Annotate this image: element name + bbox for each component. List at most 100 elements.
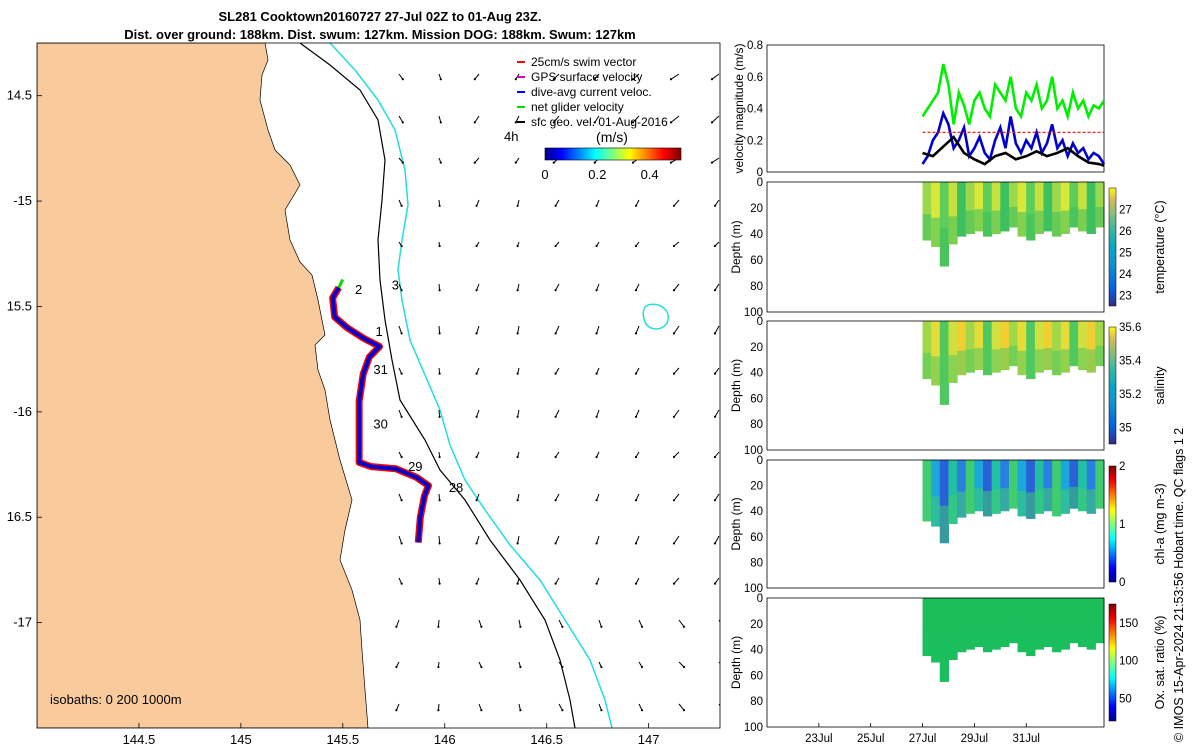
- geo-velocity-arrowhead: [395, 709, 398, 712]
- geo-velocity-arrow: [553, 73, 560, 80]
- depth-colorbar-tick-label: 27: [1119, 204, 1132, 216]
- depth-profile-deep: [1078, 488, 1088, 512]
- geo-velocity-arrow: [398, 535, 403, 544]
- geo-velocity-arrowhead: [634, 244, 638, 248]
- depth-profile-deep: [1086, 489, 1096, 514]
- map-x-tick-label: 147: [638, 732, 660, 747]
- depth-profile-column: [1052, 460, 1062, 517]
- geo-velocity-arrow: [714, 199, 720, 207]
- geo-velocity-arrow: [635, 409, 640, 418]
- geo-velocity-arrowhead: [516, 582, 519, 585]
- geo-velocity-arrowhead: [514, 78, 517, 81]
- geo-velocity-arrow: [596, 283, 600, 291]
- depth-profile-column: [1034, 598, 1045, 650]
- depth-profile-column: [1060, 460, 1070, 514]
- isobath-label: isobaths: 0 200 1000m: [50, 692, 182, 707]
- geo-velocity-arrow: [438, 535, 441, 544]
- land: [37, 43, 369, 728]
- geo-velocity-arrowhead: [713, 204, 717, 207]
- geo-velocity-arrow: [673, 577, 680, 584]
- geo-velocity-arrow: [398, 115, 404, 123]
- geo-velocity-arrowhead: [595, 204, 598, 207]
- depth-profile-deep: [991, 349, 1001, 373]
- depth-profile-deep: [965, 489, 975, 514]
- depth-profile-column: [1060, 598, 1070, 650]
- legend-entry: net glider velocity: [531, 100, 624, 114]
- depth-panel-1: 0 20 40 60 80 100 Depth (m) 23 24 25 26 27 temperatu…: [729, 177, 1167, 319]
- depth-profile-column: [1034, 460, 1045, 514]
- map-x-tick-label: 146.5: [530, 732, 563, 747]
- depth-profile-column: [974, 321, 984, 371]
- geo-velocity-arrowhead: [710, 161, 714, 164]
- depth-profile-deep: [957, 212, 967, 237]
- geo-velocity-arrowhead: [438, 332, 441, 335]
- depth-profile-column: [1000, 460, 1010, 512]
- isobath-200m: [299, 43, 576, 728]
- geo-velocity-arrow: [517, 409, 520, 417]
- depth-tick-label: 40: [750, 645, 763, 657]
- geo-velocity-arrowhead: [516, 372, 519, 375]
- depth-profile-deep: [1086, 349, 1096, 373]
- depth-profile-deep: [931, 496, 941, 527]
- depth-profile-column: [948, 460, 958, 524]
- depth-profile-column: [991, 460, 1001, 514]
- geo-velocity-arrowhead: [552, 121, 555, 124]
- geo-velocity-arrowhead: [561, 665, 564, 669]
- geo-velocity-arrow: [678, 703, 685, 711]
- geo-velocity-arrow: [478, 703, 482, 711]
- geo-velocity-arrowhead: [475, 415, 478, 418]
- geo-velocity-arrow: [673, 451, 680, 458]
- geo-velocity-arrow: [517, 325, 520, 334]
- geo-velocity-arrow: [714, 325, 720, 334]
- map-y-tick-label: 15.5: [7, 298, 32, 313]
- depth-profile-deep: [991, 626, 1001, 650]
- depth-tick-label: 40: [750, 229, 763, 241]
- depth-profile-column: [965, 321, 975, 373]
- day-label: 2: [355, 282, 362, 297]
- geo-velocity-arrow: [438, 409, 441, 417]
- geo-velocity-arrow: [678, 619, 685, 628]
- map-y-tick-label: -16: [13, 404, 32, 419]
- depth-profile-deep: [1069, 622, 1079, 644]
- geo-velocity-arrow: [638, 703, 643, 711]
- depth-ylabel: Depth (m): [729, 359, 743, 412]
- depth-profile-deep: [1060, 210, 1070, 234]
- depth-profile-deep: [957, 350, 967, 376]
- depth-colorbar-label: temperature (°C): [1153, 200, 1167, 293]
- depth-ylabel: Depth (m): [729, 497, 743, 550]
- geo-velocity-arrowhead: [400, 582, 403, 585]
- geo-velocity-arrow: [598, 703, 602, 711]
- geo-velocity-arrow: [711, 115, 720, 123]
- geo-velocity-arrowhead: [554, 582, 557, 585]
- current-track: [330, 286, 431, 543]
- geo-velocity-arrow: [438, 325, 441, 334]
- depth-profile-column: [1095, 598, 1105, 644]
- geo-velocity-arrowhead: [713, 455, 717, 459]
- geo-velocity-arrow: [474, 73, 480, 80]
- depth-profile-column: [1043, 460, 1053, 512]
- geo-velocity-arrowhead: [713, 244, 717, 248]
- geo-velocity-arrowhead: [682, 665, 686, 669]
- depth-tick-label: 0: [757, 177, 763, 189]
- day-label: 1: [375, 324, 382, 339]
- depth-tick-label: 40: [750, 368, 763, 380]
- geo-velocity-arrow: [594, 73, 600, 80]
- geo-velocity-arrow: [711, 157, 720, 164]
- geo-velocity-arrowhead: [640, 709, 644, 712]
- depth-profile-column: [991, 182, 1001, 234]
- geo-velocity-arrowhead: [473, 161, 476, 164]
- geo-velocity-arrowhead: [595, 415, 598, 418]
- velocity-series-line: [921, 109, 1106, 165]
- depth-profile-deep: [939, 505, 949, 544]
- time-tick-label: 27Jul: [909, 733, 937, 745]
- geo-velocity-arrow: [476, 283, 480, 291]
- depth-profile-deep: [965, 349, 975, 373]
- depth-profile-deep: [1026, 214, 1036, 241]
- depth-profile-deep: [1000, 624, 1010, 648]
- depth-profile-deep: [1008, 345, 1019, 367]
- depth-profile-column: [1078, 321, 1088, 371]
- depth-profile-deep: [1060, 489, 1070, 514]
- legend-extra: 4h: [504, 129, 518, 144]
- geo-velocity-arrowhead: [438, 542, 441, 545]
- geo-velocity-arrow: [517, 535, 520, 544]
